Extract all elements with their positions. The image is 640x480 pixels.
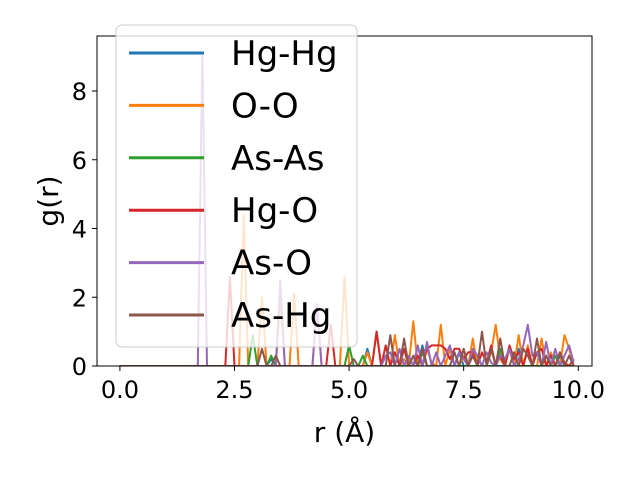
x-tick-label: 2.5 bbox=[215, 376, 253, 404]
legend-label: Hg-Hg bbox=[231, 34, 338, 74]
series-line-o-o bbox=[119, 213, 575, 366]
y-tick-label: 2 bbox=[72, 284, 87, 312]
y-axis-label: g(r) bbox=[32, 175, 65, 226]
y-axis: 0 2 4 6 8 bbox=[72, 78, 97, 381]
legend-label: O-O bbox=[231, 86, 299, 126]
y-tick-label: 6 bbox=[72, 147, 87, 175]
legend-entry-as-hg: As-Hg bbox=[129, 296, 331, 336]
x-axis-label: r (Å) bbox=[314, 415, 375, 449]
legend-label: As-As bbox=[231, 139, 324, 179]
x-axis: 0.0 2.5 5.0 7.5 10.0 bbox=[101, 366, 605, 404]
legend-entry-hg-hg: Hg-Hg bbox=[129, 34, 338, 74]
series-line-as-o bbox=[119, 52, 575, 366]
legend-entry-o-o: O-O bbox=[129, 86, 299, 126]
legend-entry-as-o: As-O bbox=[129, 244, 312, 284]
x-tick-label: 0.0 bbox=[101, 376, 139, 404]
series-line-hg-o bbox=[119, 275, 575, 366]
x-tick-label: 10.0 bbox=[552, 376, 605, 404]
y-tick-label: 0 bbox=[72, 353, 87, 381]
legend-entry-as-as: As-As bbox=[129, 139, 324, 179]
legend-entry-hg-o: Hg-O bbox=[129, 191, 318, 231]
x-tick-label: 5.0 bbox=[330, 376, 368, 404]
series-line-as-hg bbox=[119, 330, 575, 366]
series-line-as-as bbox=[119, 334, 574, 366]
series-layer bbox=[119, 52, 575, 366]
legend-label: As-O bbox=[231, 244, 312, 284]
x-tick-label: 7.5 bbox=[445, 376, 483, 404]
legend-label: As-Hg bbox=[231, 296, 331, 336]
legend: Hg-Hg O-O As-As Hg-O As-O As-Hg bbox=[115, 24, 358, 348]
legend-label: Hg-O bbox=[231, 191, 318, 231]
y-tick-label: 8 bbox=[72, 78, 87, 106]
y-tick-label: 4 bbox=[72, 216, 87, 244]
